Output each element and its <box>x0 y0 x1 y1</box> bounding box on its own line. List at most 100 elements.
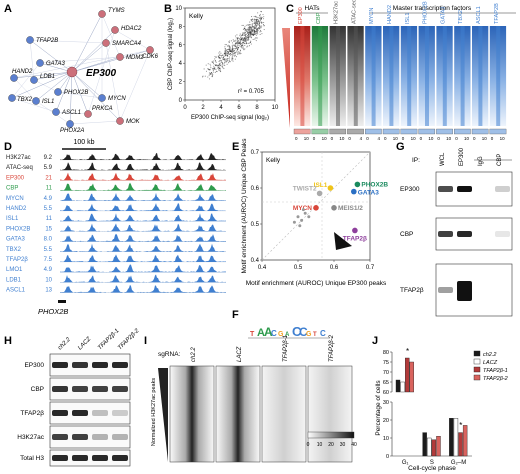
blot-h-band <box>92 434 108 440</box>
scatter-b-point <box>211 60 213 63</box>
scatter-b-point <box>220 71 222 73</box>
scatter-b-point <box>209 73 211 75</box>
scatter-b-point <box>248 28 250 30</box>
scatter-b-point <box>239 38 241 40</box>
scatter-b-point <box>224 58 226 60</box>
scatter-b-point <box>249 35 252 37</box>
scatter-b-point <box>259 15 261 17</box>
scatter-b-ytick-label: 10 <box>175 6 182 12</box>
scatter-b-point <box>209 63 211 65</box>
heatmap-c-column-center <box>389 26 394 126</box>
blot-h-band <box>72 434 88 440</box>
scatter-b-point <box>215 68 217 70</box>
bar-j-bar <box>453 418 459 457</box>
scatter-b-point <box>207 63 209 65</box>
scatter-b-point <box>244 31 246 33</box>
scatter-b-point <box>249 21 251 23</box>
scatter-b-point <box>234 48 236 50</box>
heatmap-c-column-label: H3K27ac <box>334 1 340 24</box>
scatter-b-point <box>247 42 249 45</box>
scatter-e-point <box>316 190 323 197</box>
scatter-b-point <box>247 29 250 31</box>
network-node <box>36 59 44 67</box>
network-edge <box>33 71 73 81</box>
scatter-b-point <box>263 16 265 18</box>
scatter-e-point <box>331 205 337 211</box>
scatter-b-point <box>234 58 236 60</box>
heatmap-c-scale-min: 0 <box>491 136 494 141</box>
heatmap-c-scale-max: 10 <box>411 136 417 141</box>
scatter-b-point <box>203 68 205 70</box>
heatmap-c-scale-bar <box>329 128 347 135</box>
network-center-label: EP300 <box>86 68 116 79</box>
scatter-e-ytick-label: 0.4 <box>251 258 260 264</box>
network-edge <box>55 71 73 113</box>
network-edge <box>11 62 41 99</box>
network-edge <box>71 71 121 122</box>
scatter-b-point <box>240 41 242 44</box>
blot-h-band <box>92 386 108 392</box>
track-name: TBX2 <box>6 247 22 253</box>
scatter-b-yticks: 0 2 4 6 8 10 <box>175 6 185 104</box>
heatmap-i-colorbar-tick: 20 <box>328 442 334 448</box>
scatter-b-point <box>262 24 265 26</box>
network-node <box>146 46 154 54</box>
scatter-b-point <box>255 20 257 22</box>
scatter-e-point <box>296 215 300 219</box>
scatter-b-point <box>221 54 223 57</box>
heatmap-c-column-label: ATAC-seq <box>351 0 357 24</box>
scatter-b-point <box>259 27 261 29</box>
blot-g-band <box>495 231 510 237</box>
scatter-b-point <box>236 50 238 52</box>
bar-chart-j-bars <box>395 357 468 457</box>
track-signal <box>60 284 226 293</box>
scatter-b-point <box>260 17 262 20</box>
blot-h-band <box>92 362 108 368</box>
scatter-b-point <box>250 43 252 45</box>
scatter-b-point <box>218 57 220 59</box>
network-edge <box>71 49 151 73</box>
scatter-b-point <box>224 61 226 63</box>
scatter-b-point <box>252 38 254 41</box>
scatter-b-point <box>235 56 238 58</box>
scatter-b-point <box>260 10 262 13</box>
scatter-b-point <box>248 39 250 41</box>
panel-letters: A B C D E F G H I J <box>4 3 405 347</box>
scatter-b-xlabel: EP300 ChIP-seq signal (log₂) <box>191 115 269 121</box>
scatter-b-point <box>241 43 243 45</box>
motif-letter: C <box>271 329 277 338</box>
scatter-b-point <box>212 63 215 65</box>
network-node <box>54 88 62 96</box>
network-edge <box>69 71 73 125</box>
scatter-b-point <box>223 68 225 70</box>
heatmap-c-scale-bar <box>347 128 364 135</box>
network-node <box>8 94 16 102</box>
scatter-b-point <box>236 51 238 53</box>
scatter-b-point <box>228 58 230 60</box>
scatter-b-point <box>228 46 230 48</box>
blot-g-band <box>495 186 510 192</box>
heatmap-i: sgRNA: ch2.2 LACZ TFAP2β-1 TFAP2β-2 Normali… <box>151 334 357 463</box>
network-node <box>102 39 110 47</box>
blot-g-column-label: IgG <box>478 156 484 166</box>
scatter-b-point <box>211 73 213 75</box>
blot-h-row-label: TFAP2β <box>20 410 44 417</box>
track-name: PHOX2B <box>6 226 30 232</box>
network-node-label: GATA3 <box>46 61 65 67</box>
heatmap-c-column-label: PHOX2B <box>423 1 429 24</box>
track-list: H3K27ac 9.2 ATAC-seq 5.9 EP300 21 CBP 11 MYCN 4.9… <box>6 152 226 294</box>
scatter-b-point <box>219 60 221 62</box>
blot-g: IP: WCL EP300 IgG CBP EP300 CBP TFAP2β <box>400 147 513 317</box>
scatter-b-point <box>230 40 232 42</box>
scatter-b-point <box>221 56 223 58</box>
scatter-b-point <box>225 52 227 54</box>
bar-j-bar <box>409 361 414 393</box>
scatter-b-point <box>233 40 235 42</box>
scatter-b-point <box>226 60 228 62</box>
scatter-b-point <box>237 48 239 50</box>
bar-j-legend-swatch <box>473 366 481 373</box>
scatter-b-point <box>218 52 220 54</box>
scatter-b-point <box>249 29 251 31</box>
scatter-b-point <box>229 49 231 51</box>
track-scale: 4.9 <box>44 196 53 202</box>
